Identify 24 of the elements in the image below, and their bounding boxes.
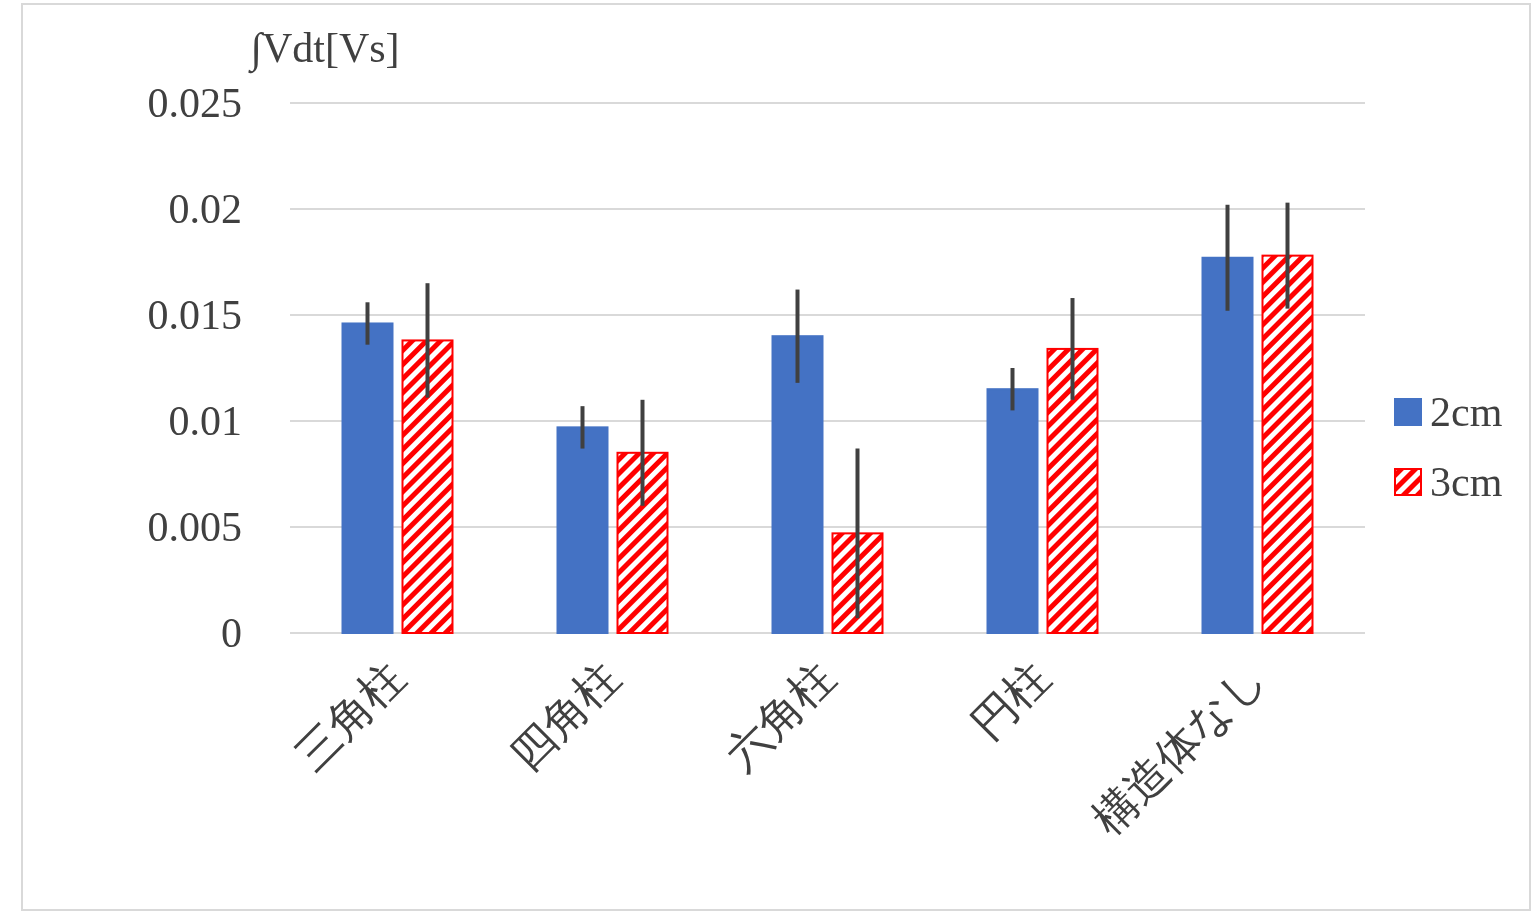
y-tick-label: 0.025 — [147, 80, 242, 126]
bar — [831, 532, 884, 634]
y-axis-title: ∫Vdt[Vs] — [247, 25, 400, 74]
bar — [341, 322, 394, 634]
legend-label: 3cm — [1430, 459, 1503, 505]
bar — [986, 388, 1039, 634]
bar — [771, 335, 824, 634]
y-tick-label: 0.015 — [147, 292, 242, 338]
bar — [1201, 256, 1254, 634]
y-tick-label: 0.005 — [147, 504, 242, 550]
bar — [556, 426, 609, 634]
x-tick-label: 六角柱 — [715, 651, 844, 780]
y-tick-label: 0.01 — [168, 398, 242, 444]
x-tick-label: 円柱 — [961, 651, 1059, 749]
bar — [1046, 347, 1099, 634]
x-tick-label: 構造体なし — [1082, 651, 1274, 844]
y-tick-label: 0.02 — [168, 186, 242, 232]
x-tick-label: 三角柱 — [285, 651, 414, 780]
bar — [616, 451, 669, 634]
bar — [1261, 254, 1314, 634]
y-tick-label: 0 — [221, 610, 242, 656]
legend-label: 2cm — [1430, 389, 1503, 435]
bar — [401, 339, 454, 634]
x-tick-label: 四角柱 — [500, 651, 629, 780]
